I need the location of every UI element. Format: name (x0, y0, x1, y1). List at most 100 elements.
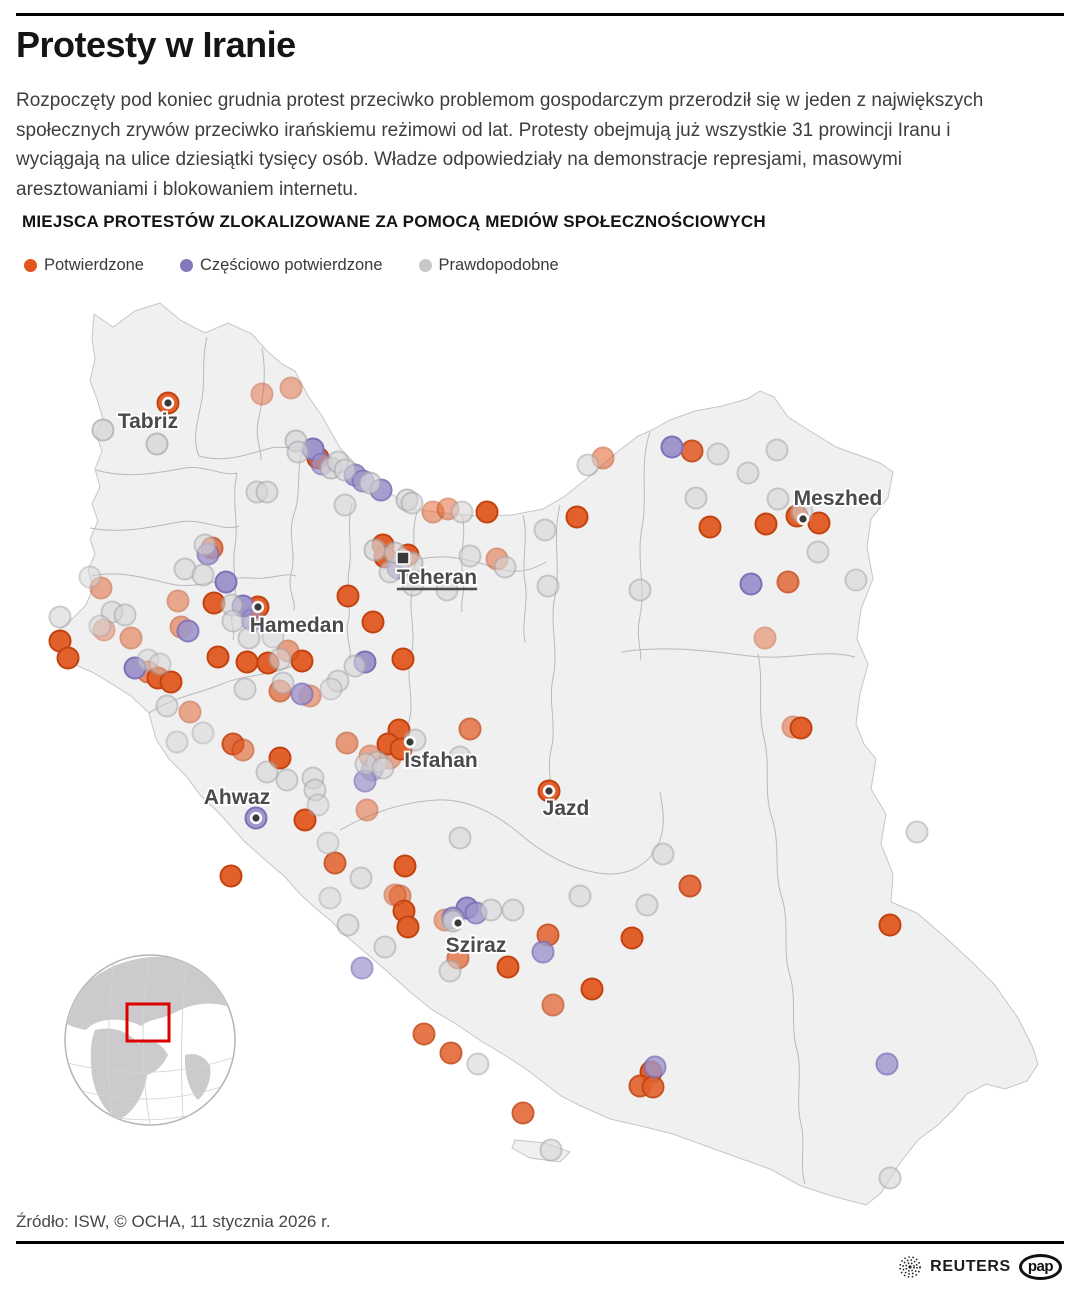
protest-dot-c (119, 626, 143, 650)
protest-dot-c (250, 382, 274, 406)
protest-dot-g (438, 959, 462, 983)
city-label: Teheran (397, 566, 477, 589)
protest-dot-g (271, 671, 295, 695)
protest-dot-c (279, 376, 303, 400)
protest-dot-c (336, 584, 360, 608)
protest-dot-g (533, 518, 557, 542)
globe-locator (64, 954, 236, 1126)
legend-label: Częściowo potwierdzone (199, 256, 383, 274)
protest-dot-c (293, 808, 317, 832)
protest-dot-p (875, 1052, 899, 1076)
protest-dot-g (628, 578, 652, 602)
capital-marker-icon (396, 551, 410, 565)
protest-dot-g (78, 565, 102, 589)
protest-dot-g (539, 1138, 563, 1162)
protest-dot-c (789, 716, 813, 740)
protest-dot-c (678, 874, 702, 898)
city-label: Sziraz (446, 934, 507, 957)
protest-dot-g (651, 842, 675, 866)
city-teheran: Teheran (394, 549, 479, 591)
protest-dot-g (349, 866, 373, 890)
city-label: Meszhed (794, 487, 883, 510)
protest-dot-g (306, 793, 330, 817)
protest-dot-c (458, 717, 482, 741)
protest-dot-g (479, 898, 503, 922)
protest-dot-g (221, 609, 245, 633)
protest-dot-c (231, 738, 255, 762)
protest-dot-g (736, 461, 760, 485)
protest-dot-p (660, 435, 684, 459)
protest-dot-c (620, 926, 644, 950)
protest-dot-c (361, 610, 385, 634)
protest-dot-g (400, 491, 424, 515)
protest-dot-c (753, 626, 777, 650)
protest-dot-g (316, 831, 340, 855)
protest-dot-c (383, 883, 407, 907)
protest-dot-c (541, 993, 565, 1017)
protest-dot-g (286, 440, 310, 464)
protest-dot-g (493, 555, 517, 579)
protest-dots-layer (48, 376, 929, 1190)
reuters-orb-icon (899, 1256, 921, 1278)
protest-dot-g (576, 453, 600, 477)
protest-dot-c (396, 915, 420, 939)
intro-paragraph: Rozpoczęty pod koniec grudnia protest pr… (16, 90, 984, 200)
map-title: MIEJSCA PROTESTÓW ZLOKALIZOWANE ZA POMOC… (22, 212, 766, 231)
protest-dot-g (261, 625, 285, 649)
protest-dot-c (355, 798, 379, 822)
city-label: Tabriz (118, 410, 178, 433)
protest-dot-g (501, 898, 525, 922)
page-title: Protesty w Iranie (16, 24, 296, 65)
protest-dot-g (336, 913, 360, 937)
protest-dot-c (166, 589, 190, 613)
city-markers-layer: Tabriz Teheran Hamedan Meszhed Isfahan Ahwaz J… (116, 396, 884, 959)
protest-dot-g (635, 893, 659, 917)
protest-dot-g (193, 533, 217, 557)
partially-confirmed-dot-icon (179, 259, 193, 272)
city-label: Hamedan (250, 614, 345, 637)
protest-dot-p (350, 956, 374, 980)
city-label: Jazd (543, 797, 590, 820)
legend-item-probable: Prawdopodobne (418, 256, 559, 275)
locator-box (125, 1002, 171, 1043)
protest-dot-g (765, 438, 789, 462)
protest-dot-g (363, 538, 387, 562)
city-marker-icon (545, 787, 553, 795)
protest-dot-g (568, 884, 592, 908)
protest-dot-c (391, 647, 415, 671)
protest-dot-g (905, 820, 929, 844)
protest-dot-c (268, 746, 292, 770)
protest-dot-g (373, 935, 397, 959)
protest-dot-p (531, 940, 555, 964)
protest-dot-g (878, 1166, 902, 1190)
protest-dot-g (378, 560, 402, 584)
legend-item-partial: Częściowo potwierdzone (179, 256, 383, 275)
protest-dot-g (358, 471, 382, 495)
protest-dot-c (235, 650, 259, 674)
reuters-logo: REUTERS (930, 1258, 1011, 1275)
protest-dot-g (275, 768, 299, 792)
probable-dot-icon (418, 259, 432, 272)
protest-dot-g (318, 886, 342, 910)
protest-dot-g (113, 603, 137, 627)
brandbar: REUTERS pap (898, 1252, 1062, 1282)
protest-dot-g (191, 563, 215, 587)
top-rule (16, 13, 1064, 16)
source-note: Źródło: ISW, © OCHA, 11 stycznia 2026 r. (16, 1212, 331, 1231)
city-marker-icon (164, 399, 172, 407)
protest-dot-g (536, 574, 560, 598)
protest-dot-c (680, 439, 704, 463)
protest-dot-g (343, 654, 367, 678)
city-marker-icon (799, 515, 807, 523)
protest-dot-p (176, 619, 200, 643)
city-marker-icon (252, 814, 260, 822)
city-label: Isfahan (404, 749, 478, 772)
protest-dot-c (754, 512, 778, 536)
protest-dot-g (233, 677, 257, 701)
protest-dot-c (335, 731, 359, 755)
legend-item-confirmed: Potwierdzone (24, 256, 144, 275)
protest-dot-c (698, 515, 722, 539)
protest-dot-p (214, 570, 238, 594)
